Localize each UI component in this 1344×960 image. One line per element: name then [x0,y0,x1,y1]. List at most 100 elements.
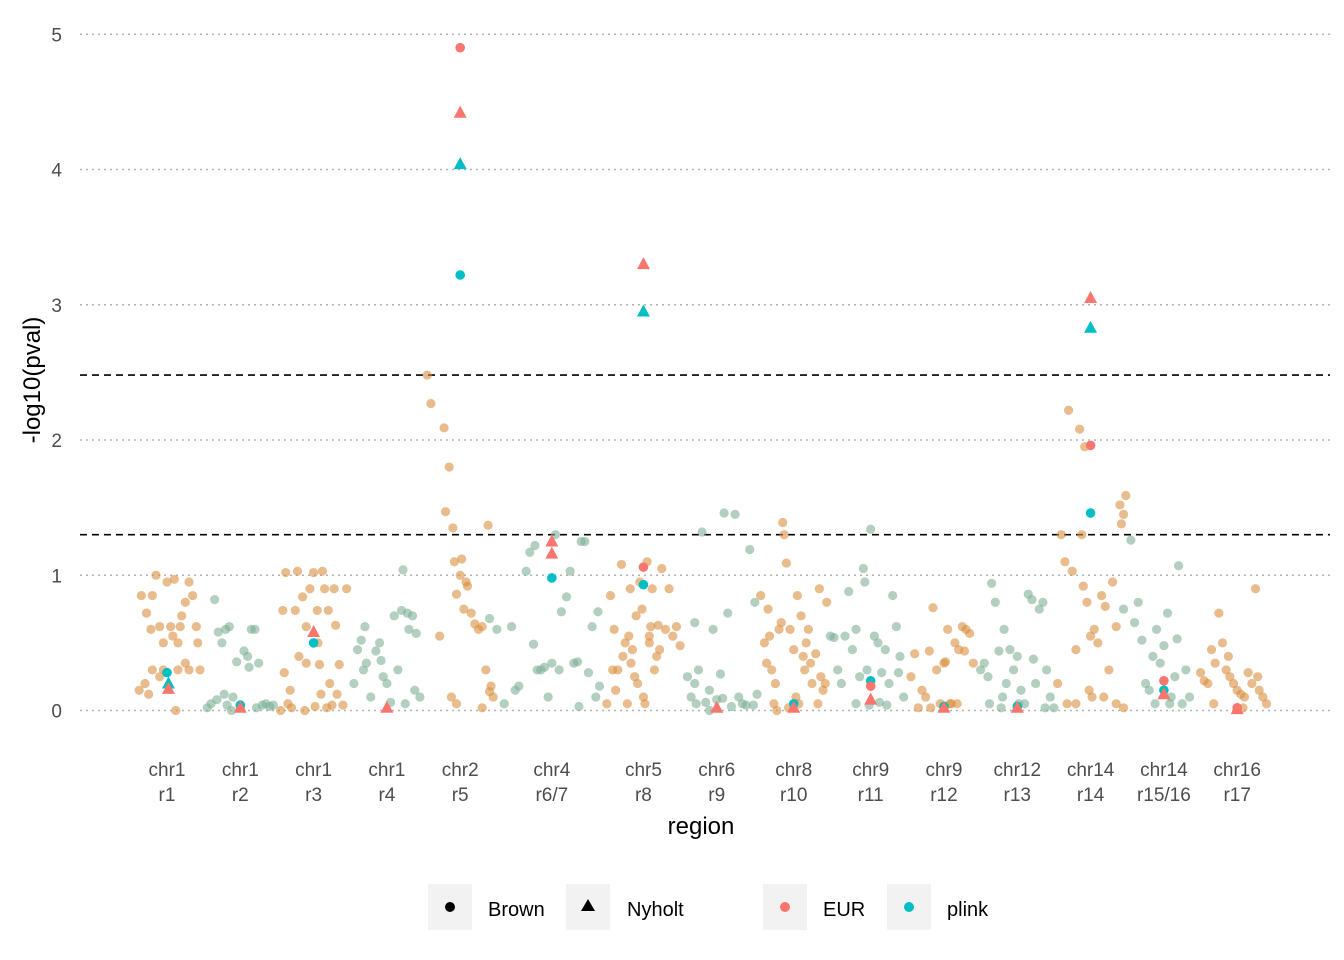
snp-point [924,646,934,656]
snp-point [767,665,777,675]
snp-point [1209,699,1219,709]
snp-point [1225,672,1235,682]
snp-point [173,665,183,675]
snp-point [415,692,425,702]
snp-point [675,640,685,651]
snp-point [895,651,905,662]
snp-point [499,699,509,709]
snp-point [323,605,333,616]
snp-point [352,645,363,655]
snp-point [796,611,806,621]
snp-point [251,703,262,713]
snp-point [874,697,885,707]
nyholt-point [1230,702,1244,715]
snp-point [1016,685,1026,695]
snp-point [996,703,1006,713]
snp-point [1221,665,1231,675]
snp-point [1096,590,1107,601]
snp-point [446,692,457,702]
x-tick-region: r13 [1004,785,1031,806]
nyholt-point [787,700,801,713]
snp-point [776,617,786,628]
snp-point [1206,645,1217,655]
snp-point [764,631,775,641]
snp-point [1126,535,1136,545]
snp-point [653,620,663,630]
snp-point [813,699,823,709]
snp-point [1107,577,1118,587]
legend-eur-dot-icon [780,902,790,912]
snp-point [1214,608,1224,618]
snp-point [624,631,634,641]
snp-point [155,672,165,682]
snp-point [811,649,821,659]
snp-point [243,651,253,662]
snp-point [921,692,931,702]
snp-point [855,672,865,682]
x-tick-chr: chr6 [698,760,735,781]
snp-point [976,665,986,675]
snp-point [1093,638,1103,648]
snp-point [822,597,832,607]
snp-point [647,584,657,594]
snp-point [492,624,502,634]
snp-point [726,701,737,712]
snp-point [682,672,693,682]
snp-point [574,701,584,712]
snp-point [1118,509,1129,519]
snp-point [1250,584,1261,594]
snp-point [457,554,467,564]
snp-point [1034,604,1044,614]
snp-point [572,657,583,667]
snp-point [180,597,190,607]
snp-point [1173,561,1184,571]
snp-point [862,665,872,675]
snp-point [750,597,760,607]
snp-point [134,685,144,695]
x-tick-label: chr1 r2 [222,760,259,806]
snp-point [1144,685,1154,695]
snp-point [1121,490,1131,501]
snp-point [608,665,618,675]
snp-point [250,624,260,634]
y-tick-label: 0 [51,702,62,723]
snp-point [998,692,1008,702]
snp-point [279,668,289,678]
snp-point [701,697,711,707]
brown-point [1159,675,1169,686]
snp-point [268,700,278,710]
snp-point [759,638,769,648]
snp-point [1243,668,1253,678]
snp-point [664,584,674,594]
snp-point [778,517,788,528]
snp-point [990,597,1000,607]
snp-point [803,624,813,634]
snp-point [1104,665,1114,675]
nyholt-point [307,625,321,638]
snp-point [448,523,458,533]
snp-point [366,692,376,702]
snp-point [330,620,341,630]
x-tick-region: r2 [232,785,249,806]
snp-point [556,607,566,617]
nyholt-point [161,681,175,694]
snp-point [439,423,449,433]
snp-point [1071,699,1081,709]
snp-point [136,590,146,601]
snp-point [155,622,165,632]
snp-point [334,659,344,670]
snp-point [244,662,254,672]
snp-point [644,631,654,641]
snp-point [1040,703,1050,713]
snp-point [212,695,222,705]
snp-point [752,689,762,699]
snp-point [833,665,843,675]
snp-point [521,566,531,576]
snp-point [349,678,359,689]
x-tick-region: r10 [780,785,807,806]
snp-point [483,520,493,530]
snp-point [932,665,942,675]
nyholt-point [453,157,467,170]
